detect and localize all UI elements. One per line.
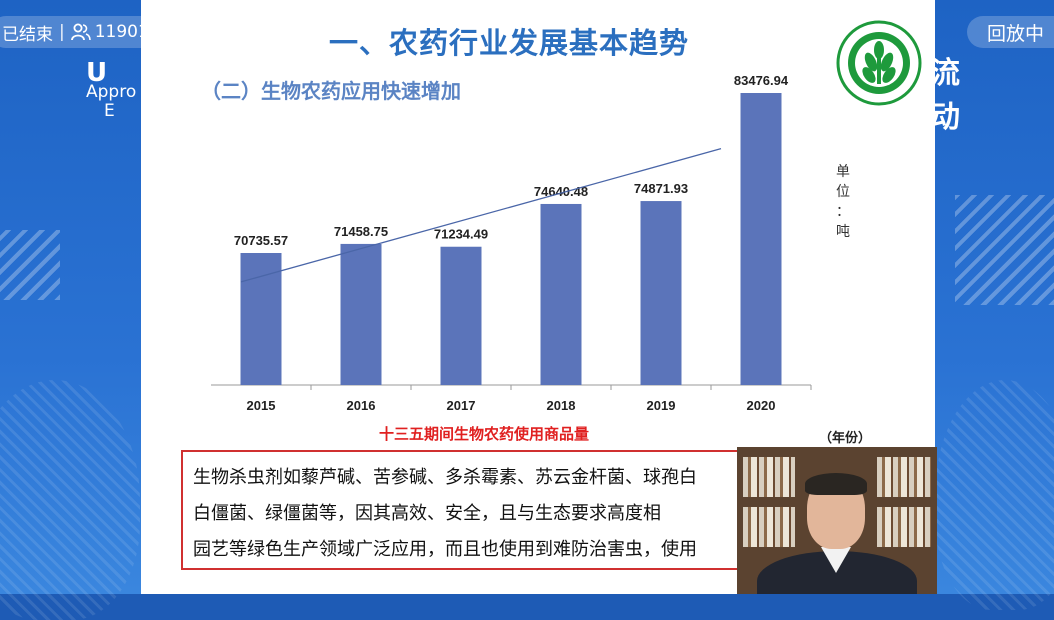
decorative-stripes	[0, 230, 60, 300]
unit-char: 单	[836, 164, 850, 180]
unit-char: 吨	[836, 224, 850, 240]
data-label: 74640.48	[534, 184, 588, 199]
unit-label: 单 位 ： 吨	[835, 162, 851, 242]
decorative-stripes	[955, 195, 1054, 305]
nongye-leaf-logo-icon	[836, 20, 922, 106]
event-title-fragment: 流 动	[930, 52, 960, 140]
brand-line-1: Appro	[86, 82, 137, 102]
books	[743, 507, 795, 547]
chart-bar	[640, 201, 682, 385]
unit-char: 位	[836, 184, 850, 200]
chart-bar	[540, 203, 582, 385]
replay-label: 回放中	[987, 22, 1045, 45]
unit-char: ：	[836, 204, 850, 220]
data-label: 70735.57	[234, 233, 288, 248]
data-label: 74871.93	[634, 181, 688, 196]
brand-mark: U	[86, 58, 110, 88]
bar-chart: 70735.57 2015 71458.75 2016 71234.49 2017 7464…	[211, 73, 812, 413]
live-status-separator: |	[59, 22, 65, 42]
data-label: 71458.75	[334, 224, 388, 239]
data-label: 71234.49	[434, 227, 488, 242]
description-line: 园艺等绿色生产领域广泛应用，而且也使用到难防治害虫，使用	[193, 539, 697, 560]
data-label: 83476.94	[734, 73, 789, 88]
event-brand-fragment: U Appro E	[86, 58, 137, 121]
chart-bar	[740, 93, 782, 385]
live-status-text: 已结束	[2, 24, 53, 45]
chart-caption: 十三五期间生物农药使用商品量	[379, 425, 590, 443]
brand-line-2: E	[104, 101, 115, 121]
description-line: 白僵菌、绿僵菌等，因其高效、安全，且与生态要求高度相	[193, 503, 661, 524]
slide-title: 一、农药行业发展基本趋势	[329, 26, 690, 60]
chart-bar	[240, 253, 282, 385]
x-tick-label: 2018	[547, 398, 576, 413]
replay-badge[interactable]: 回放中	[967, 16, 1054, 48]
books	[877, 507, 931, 547]
viewers-icon	[70, 23, 91, 41]
x-tick-label: 2015	[247, 398, 276, 413]
books	[743, 457, 795, 497]
speaker-hair	[805, 473, 867, 495]
event-title-char-2: 动	[930, 100, 960, 135]
speaker-video[interactable]	[737, 447, 937, 594]
chart-bar	[440, 246, 482, 385]
trend-line	[240, 148, 722, 283]
description-line: 生物杀虫剂如藜芦碱、苦参碱、多杀霉素、苏云金杆菌、球孢白	[193, 467, 697, 488]
decorative-leaf	[0, 380, 140, 620]
books	[877, 457, 931, 497]
x-tick-label: 2017	[447, 398, 476, 413]
x-tick-label: 2019	[647, 398, 676, 413]
x-tick-label: 2016	[347, 398, 376, 413]
slide-subtitle: （二）生物农药应用快速增加	[201, 79, 461, 103]
event-title-char-1: 流	[930, 56, 960, 91]
chart-bar	[340, 243, 382, 385]
description-box: 生物杀虫剂如藜芦碱、苦参碱、多杀霉素、苏云金杆菌、球孢白 白僵菌、绿僵菌等，因其…	[181, 450, 781, 570]
x-tick-label: 2020	[747, 398, 776, 413]
x-axis-unit: （年份）	[819, 431, 872, 446]
decorative-leaf	[935, 380, 1054, 610]
